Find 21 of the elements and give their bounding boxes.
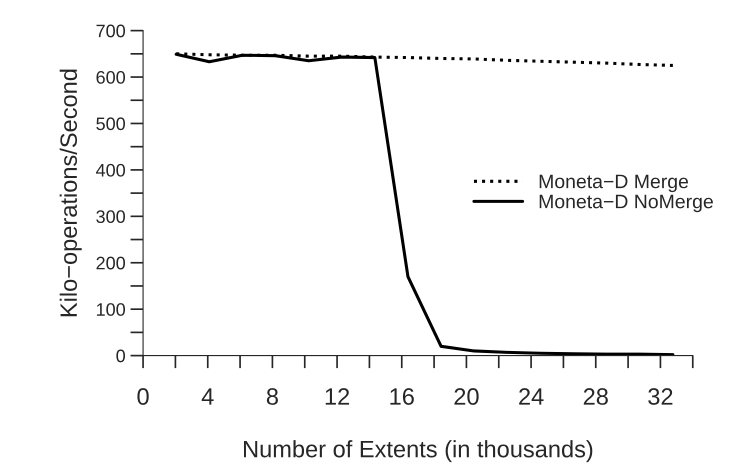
legend-label: Moneta−D NoMerge <box>540 194 713 212</box>
x-tick-label: 8 <box>266 388 278 405</box>
x-tick-label: 24 <box>519 388 544 405</box>
legend-label: Moneta−D Merge <box>540 174 688 192</box>
y-tick-label: 700 <box>96 24 126 38</box>
x-tick-label: 0 <box>137 388 149 405</box>
y-tick-label: 100 <box>96 303 126 316</box>
y-tick-label: 300 <box>96 210 126 224</box>
y-tick-label: 200 <box>96 256 126 270</box>
x-tick-label: 28 <box>584 388 608 405</box>
x-tick-label: 12 <box>326 388 350 405</box>
y-tick-label: 400 <box>96 164 126 177</box>
y-tick-label: 500 <box>96 117 126 130</box>
x-tick-label: 20 <box>454 388 479 405</box>
x-tick-label: 16 <box>390 388 414 405</box>
x-axis-title: Number of Extents (in thousands) <box>244 440 592 462</box>
x-tick-label: 4 <box>202 388 214 405</box>
y-tick-label: 600 <box>96 70 126 84</box>
x-tick-label: 32 <box>648 388 672 405</box>
y-tick-label: 0 <box>116 350 126 362</box>
y-axis-title: Kilo−operations/Second <box>60 70 82 316</box>
